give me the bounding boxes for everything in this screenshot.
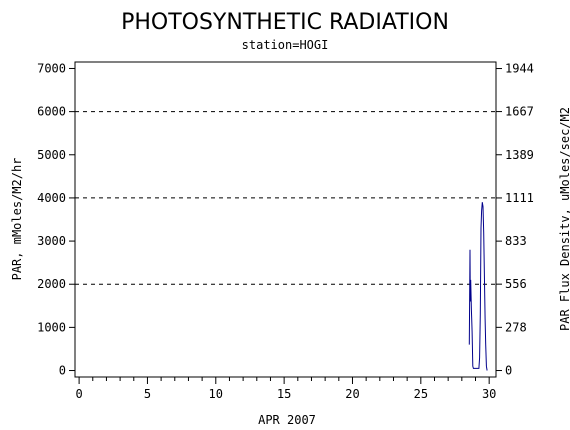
y-tick-label: 3000 [37,234,66,248]
series-layer [468,202,488,371]
y-tick-label: 5000 [37,148,66,162]
y2-tick-label: 833 [505,234,527,248]
x-axis: 0 5 10 15 20 25 30 [75,377,496,401]
x-tick-label: 25 [414,387,428,401]
y2-tick-label: 278 [505,320,527,334]
x-tick-label: 10 [209,387,223,401]
y-axis-label: PAR, mMoles/M2/hr [10,158,24,281]
y-tick-label: 6000 [37,105,66,119]
x-tick-label: 5 [144,387,151,401]
y-axis-left: 0 1000 2000 3000 4000 5000 6000 7000 [37,61,75,378]
x-tick-label: 0 [75,387,82,401]
y2-tick-label: 1111 [505,191,534,205]
y-axis-right: 0 278 556 833 1111 1389 1667 1944 [496,62,534,378]
chart-subtitle: station=HOGI [242,38,329,52]
x-tick-label: 15 [277,387,291,401]
y2-tick-label: 0 [505,364,512,378]
y-tick-label: 1000 [37,320,66,334]
y2-axis-label: PAR Flux Densitv, uMoles/sec/M2 [558,107,570,331]
y-tick-label: 4000 [37,191,66,205]
x-tick-label: 20 [345,387,359,401]
y2-tick-label: 1667 [505,105,534,119]
y2-tick-label: 556 [505,277,527,291]
y-tick-label: 0 [59,364,66,378]
series-line-0 [468,202,488,371]
y2-tick-label: 1944 [505,62,534,76]
chart-title: PHOTOSYNTHETIC RADIATION [121,10,449,35]
y-tick-label: 2000 [37,277,66,291]
gridlines [75,111,496,285]
x-tick-label: 30 [482,387,496,401]
plot-frame [74,61,497,378]
y-tick-label: 7000 [37,61,66,75]
y2-tick-label: 1389 [505,148,534,162]
x-axis-label: APR 2007 [258,413,316,427]
